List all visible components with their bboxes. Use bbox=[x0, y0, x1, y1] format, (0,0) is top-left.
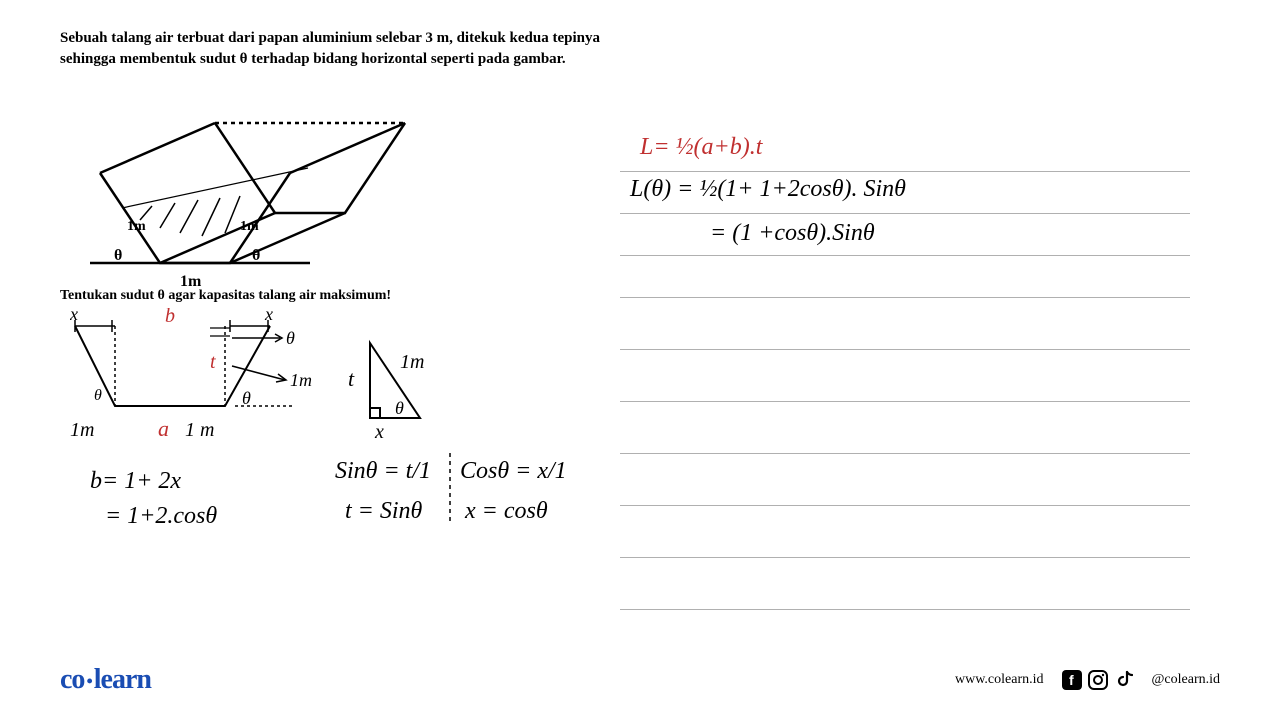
footer: co•learn www.colearn.id f @colearn.id bbox=[0, 660, 1280, 700]
sketch-theta-arrow: θ bbox=[286, 328, 295, 348]
sketch-x-right: x bbox=[264, 308, 273, 324]
tri-t: t bbox=[348, 366, 355, 391]
sketch-x-left: x bbox=[70, 308, 78, 324]
work-svg: x x b t θ 1m θ 1m a 1 m θ t 1m θ x b= 1+… bbox=[70, 308, 590, 598]
eq-t: t = Sinθ bbox=[345, 498, 423, 524]
diagram-theta-right: θ bbox=[252, 247, 260, 264]
sketch-1m-left: 1m bbox=[70, 419, 94, 441]
sketch-theta-bl: θ bbox=[94, 387, 102, 404]
formula-area-red: L= ½(a+b).t bbox=[640, 134, 762, 161]
eq-cos: Cosθ = x/1 bbox=[460, 458, 567, 484]
question: Tentukan sudut θ agar kapasitas talang a… bbox=[60, 288, 391, 304]
sketch-1m-bot: 1 m bbox=[185, 419, 214, 441]
footer-url: www.colearn.id bbox=[955, 672, 1044, 688]
tri-x: x bbox=[374, 421, 384, 443]
svg-text:f: f bbox=[1069, 672, 1074, 688]
diagram-1m-bottom: 1m bbox=[180, 273, 202, 288]
formula-l-theta: L(θ) = ½(1+ 1+2cosθ). Sinθ bbox=[630, 176, 906, 203]
diagram-label-1m-right: 1m bbox=[240, 219, 259, 234]
problem-line2: sehingga membentuk sudut θ terhadap bida… bbox=[60, 51, 566, 67]
tiktok-icon bbox=[1114, 670, 1134, 690]
trough-svg: 1m 1m θ θ 1m bbox=[80, 108, 420, 288]
sketch-1m-arrow: 1m bbox=[290, 370, 312, 390]
footer-right: www.colearn.id f @colearn.id bbox=[955, 670, 1220, 690]
problem-line1: Sebuah talang air terbuat dari papan alu… bbox=[60, 30, 600, 46]
footer-handle: @colearn.id bbox=[1152, 672, 1220, 688]
eq-b1: b= 1+ 2x bbox=[90, 468, 181, 494]
eq-b2: = 1+2.cosθ bbox=[105, 503, 217, 529]
work-area: x x b t θ 1m θ 1m a 1 m θ t 1m θ x b= 1+… bbox=[70, 308, 590, 603]
logo-co: co bbox=[60, 664, 84, 695]
eq-x: x = cosθ bbox=[464, 498, 548, 524]
sketch-b: b bbox=[165, 308, 175, 327]
sketch-t: t bbox=[210, 351, 216, 373]
sketch-theta2: θ bbox=[242, 388, 251, 408]
logo-dot: • bbox=[86, 671, 91, 691]
formula-l-theta2: = (1 +cosθ).Sinθ bbox=[710, 220, 875, 247]
logo: co•learn bbox=[60, 664, 151, 696]
diagram-theta-left: θ bbox=[114, 247, 122, 264]
right-panel: L= ½(a+b).t L(θ) = ½(1+ 1+2cosθ). Sinθ =… bbox=[620, 130, 1190, 610]
social-icons: f bbox=[1062, 670, 1134, 690]
sketch-a: a bbox=[158, 416, 169, 441]
facebook-icon: f bbox=[1062, 670, 1082, 690]
logo-learn: learn bbox=[94, 664, 151, 695]
trough-diagram: 1m 1m θ θ 1m bbox=[80, 108, 420, 293]
diagram-label-1m-left: 1m bbox=[127, 219, 146, 234]
eq-sin: Sinθ = t/1 bbox=[335, 458, 431, 484]
instagram-icon bbox=[1088, 670, 1108, 690]
tri-theta: θ bbox=[395, 398, 404, 418]
problem-statement: Sebuah talang air terbuat dari papan alu… bbox=[60, 28, 620, 70]
tri-1m: 1m bbox=[400, 351, 424, 373]
